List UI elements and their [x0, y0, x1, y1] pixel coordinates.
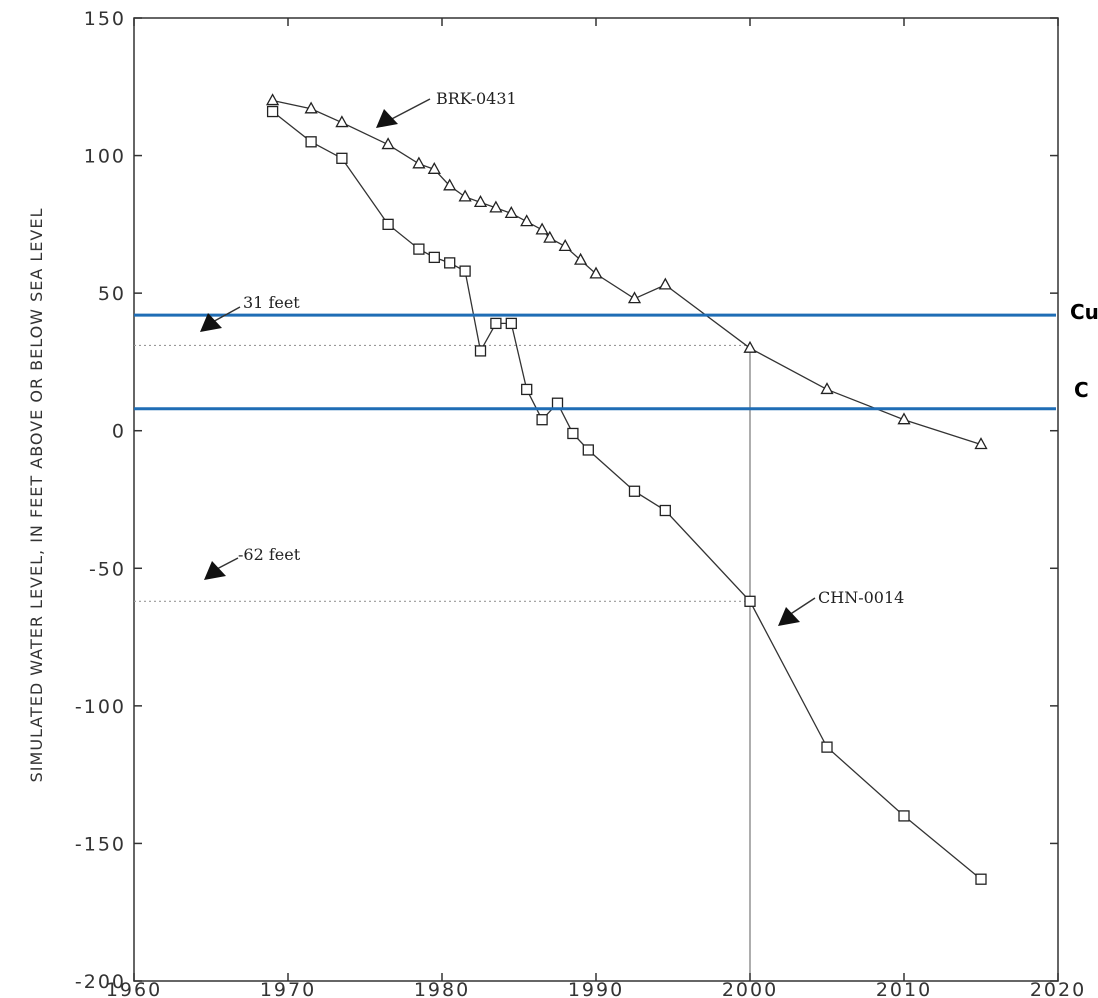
x-tick-label: 2000 — [722, 979, 778, 998]
data-point-square — [490, 317, 502, 330]
data-point-triangle — [574, 252, 588, 265]
ref-label-31-arrow-icon — [200, 313, 222, 332]
data-point-square — [567, 427, 579, 440]
data-point-triangle — [520, 214, 534, 227]
y-tick-label: -50 — [89, 558, 126, 580]
data-point-triangle — [743, 340, 757, 353]
data-point-triangle — [489, 200, 503, 213]
series-line-CHN-0014 — [272, 111, 982, 880]
data-point-square — [266, 105, 279, 118]
y-tick-label: 150 — [84, 8, 126, 30]
data-point-triangle — [458, 189, 472, 202]
ref-label-31-text: 31 feet — [243, 293, 300, 312]
annotation-chn-arrow-icon — [778, 607, 800, 626]
data-point-square — [305, 136, 317, 148]
data-point-triangle — [627, 291, 642, 304]
y-axis-label: SIMULATED WATER LEVEL, IN FEET ABOVE OR … — [27, 208, 46, 783]
data-point-triangle — [543, 230, 557, 243]
data-point-square — [336, 152, 348, 164]
ref-label-62: -62 feet — [204, 545, 301, 580]
y-tick-label: -150 — [75, 833, 126, 855]
data-point-square — [898, 810, 910, 822]
data-point-square — [444, 257, 456, 269]
tick-layer: 1960 1970 1980 1990 2000 2010 2020 150 100 50 0 -50… — [75, 8, 1086, 998]
reference-lines — [134, 344, 751, 981]
data-point-triangle — [427, 161, 441, 174]
annotation-brk-label: BRK-0431 — [436, 89, 517, 108]
data-point-triangle — [974, 437, 988, 450]
data-point-triangle — [658, 277, 672, 290]
data-point-square — [474, 345, 487, 357]
plot-frame — [133, 17, 1059, 982]
y-tick-label: 0 — [112, 421, 126, 443]
y-tick-label: 50 — [98, 283, 126, 305]
data-point-square — [744, 595, 756, 607]
annotation-brk-arrow-icon — [376, 109, 398, 128]
blue-line-label-1: Cu — [1070, 300, 1098, 324]
data-point-triangle — [304, 101, 318, 114]
ref-label-62-arrow-icon — [204, 561, 226, 580]
data-point-triangle — [589, 266, 603, 279]
x-tick-label: 2020 — [1030, 979, 1086, 998]
y-tick-label: 100 — [84, 146, 126, 168]
data-point-triangle — [504, 206, 518, 219]
blue-lines-layer — [134, 313, 1056, 411]
data-point-square — [536, 414, 548, 426]
data-point-triangle — [266, 93, 280, 106]
data-point-square — [413, 243, 425, 255]
data-point-triangle — [558, 239, 572, 252]
annotation-chn-label: CHN-0014 — [818, 588, 904, 607]
data-point-square — [821, 741, 833, 753]
series-layer — [266, 93, 988, 885]
data-point-square — [382, 218, 394, 231]
x-tick-label: 2010 — [876, 979, 932, 998]
data-point-triangle — [443, 178, 457, 191]
data-point-square — [628, 485, 641, 497]
data-point-square — [505, 317, 517, 330]
x-tick-label: 1980 — [414, 979, 470, 998]
series-line-BRK-0431 — [272, 99, 982, 446]
blue-line-label-2: C — [1074, 378, 1089, 402]
data-point-square — [659, 504, 671, 517]
x-tick-label: 1990 — [568, 979, 624, 998]
annotation-chn: CHN-0014 — [778, 588, 904, 626]
data-point-square — [459, 265, 471, 277]
ref-label-62-text: -62 feet — [238, 545, 301, 564]
data-point-square — [975, 873, 987, 885]
data-point-triangle — [473, 194, 488, 207]
data-point-triangle — [335, 115, 349, 128]
data-point-square — [551, 397, 564, 409]
data-point-triangle — [535, 222, 549, 235]
x-tick-label: 1960 — [106, 979, 162, 998]
y-tick-label: -200 — [75, 971, 126, 993]
ref-label-31: 31 feet — [200, 293, 300, 332]
data-point-triangle — [897, 412, 911, 425]
x-tick-label: 1970 — [260, 979, 316, 998]
data-point-square — [521, 383, 533, 396]
annotation-brk: BRK-0431 — [376, 89, 517, 128]
data-point-triangle — [381, 137, 395, 150]
y-tick-label: -100 — [75, 696, 126, 718]
data-point-square — [582, 444, 594, 456]
data-point-square — [428, 251, 440, 264]
data-point-triangle — [820, 382, 834, 395]
data-point-triangle — [412, 156, 426, 169]
